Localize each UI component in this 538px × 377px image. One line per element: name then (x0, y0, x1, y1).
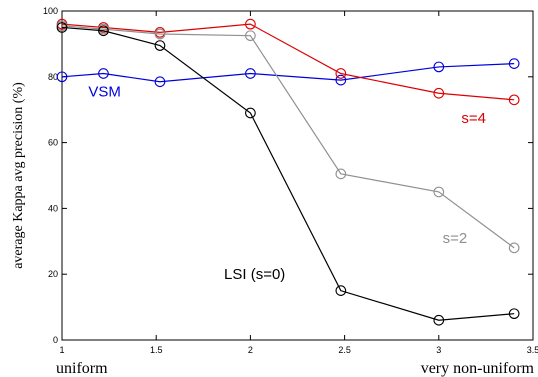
data-point-s-2 (154, 28, 166, 40)
x-tick-label: 3.5 (527, 345, 538, 355)
series-lsi-s-0 (56, 22, 520, 326)
axes (61, 10, 534, 341)
data-point-vsm (433, 61, 445, 73)
x-axis-left-end-label: uniform (56, 360, 108, 377)
series-label-s-4: s=4 (461, 110, 486, 127)
data-point-s-2 (335, 168, 347, 180)
y-tick-label: 40 (48, 203, 58, 213)
data-point-s-2 (433, 186, 445, 198)
data-point-lsi-s-0 (98, 25, 109, 37)
series-vsm (56, 58, 520, 88)
x-tick-label: 1 (59, 345, 64, 355)
y-tick-label: 60 (48, 138, 58, 148)
series-label-lsi-s-0: LSI (s=0) (224, 266, 285, 283)
y-tick-label: 80 (48, 72, 58, 82)
data-point-lsi-s-0 (335, 285, 347, 297)
series-line-s-2 (61, 25, 515, 249)
x-tick-label: 1.5 (150, 345, 163, 355)
x-tick-label: 2.5 (338, 345, 351, 355)
series-s-2 (56, 20, 520, 254)
data-point-s-4 (335, 68, 347, 79)
data-point-lsi-s-0 (508, 308, 520, 320)
y-axis-label: average Kappa avg precision (%) (11, 82, 26, 269)
series-labels: VSM s=4 s=2 LSI (s=0) (88, 84, 486, 284)
y-tick-label: 0 (53, 335, 58, 345)
x-axis-right-end-label: very non-uniform (421, 360, 535, 377)
data-point-lsi-s-0 (154, 40, 166, 51)
plot-area-frame (61, 10, 534, 341)
data-point-vsm (508, 58, 520, 69)
x-tick-label: 2 (248, 345, 253, 355)
series-label-vsm: VSM (88, 84, 121, 101)
y-tick-label: 20 (48, 269, 58, 279)
data-point-s-2 (245, 30, 256, 42)
series-s-4 (56, 18, 520, 106)
series-line-s-4 (61, 23, 515, 101)
x-tick-label: 3 (436, 345, 441, 355)
axis-ticks: 1 1.5 2 2.5 3 3.5 0 20 40 60 80 100 (43, 6, 538, 355)
data-point-vsm (98, 68, 109, 79)
series-line-lsi-s-0 (61, 26, 515, 321)
data-point-vsm (245, 68, 256, 79)
data-point-s-4 (433, 87, 445, 99)
y-tick-label: 100 (43, 6, 58, 16)
data-point-lsi-s-0 (245, 107, 256, 119)
data-point-s-4 (508, 94, 520, 106)
series-label-s-2: s=2 (443, 230, 468, 247)
series-line-vsm (61, 63, 515, 83)
data-point-s-4 (245, 18, 256, 30)
data-point-vsm (56, 71, 68, 83)
data-point-vsm (335, 74, 347, 86)
data-point-lsi-s-0 (56, 22, 68, 33)
data-point-vsm (154, 76, 166, 88)
data-point-s-2 (508, 242, 520, 254)
data-series (56, 18, 520, 326)
data-point-lsi-s-0 (433, 314, 445, 326)
